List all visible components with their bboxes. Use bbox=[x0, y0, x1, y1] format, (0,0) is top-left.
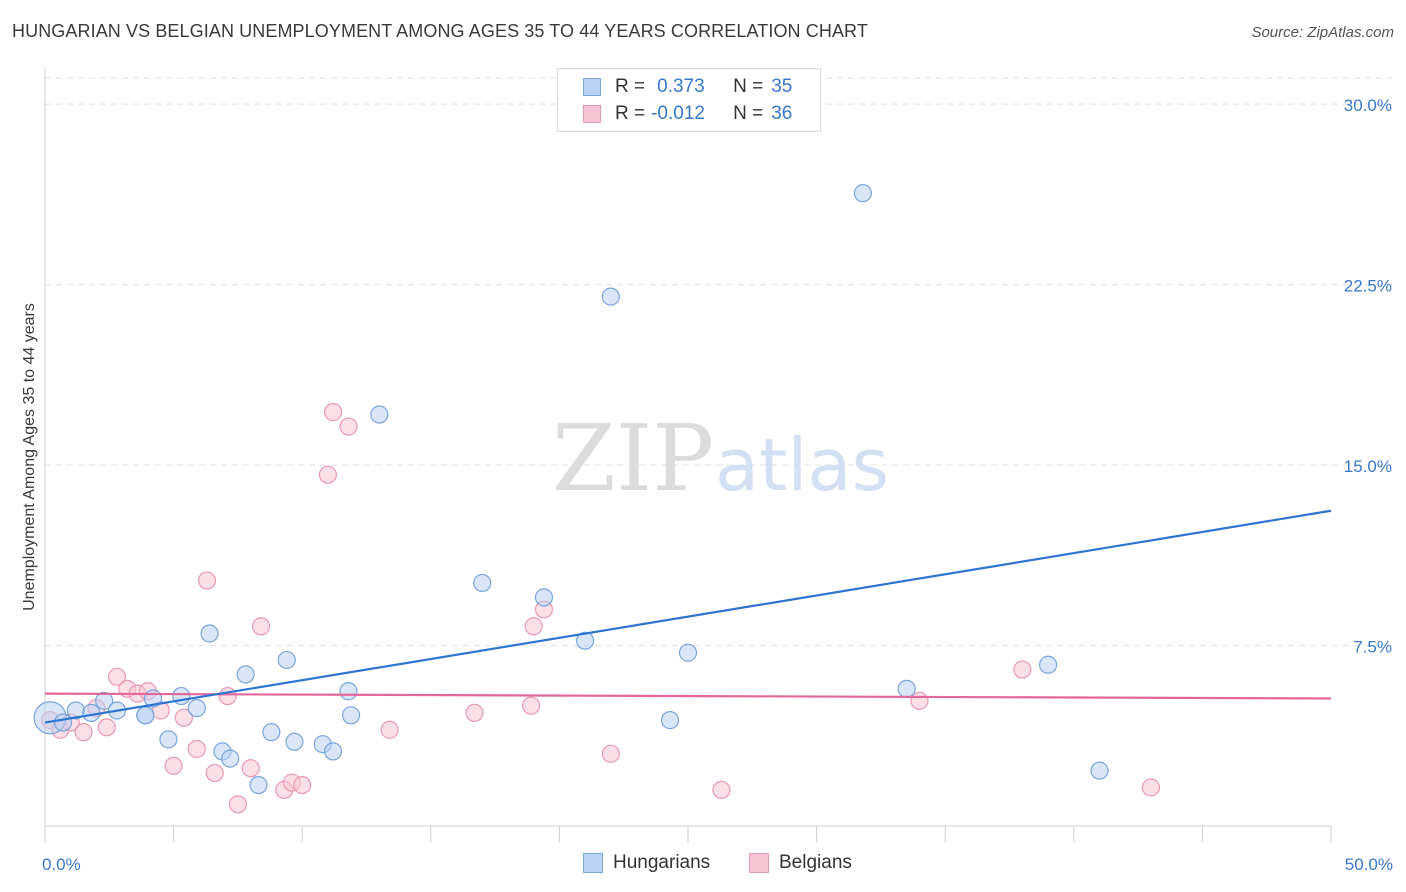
watermark: ZIP atlas bbox=[552, 405, 889, 512]
hungarians-point-7 bbox=[136, 706, 155, 725]
hungarians-n-value: 35 bbox=[771, 76, 793, 97]
hungarians-point-17 bbox=[262, 723, 281, 742]
chart-title: HUNGARIAN VS BELGIAN UNEMPLOYMENT AMONG … bbox=[12, 21, 868, 41]
source-label: Source: ZipAtlas.com bbox=[1251, 24, 1394, 41]
hungarians-swatch bbox=[583, 78, 601, 96]
belgians-point-16 bbox=[218, 686, 237, 706]
belgians-point-15 bbox=[205, 763, 224, 783]
hungarians-point-12 bbox=[200, 624, 219, 643]
belgians-point-24 bbox=[323, 403, 343, 422]
hungarians-point-11 bbox=[187, 698, 206, 718]
y-tick-label-3: 30.0% bbox=[1344, 96, 1392, 115]
watermark-atlas: atlas bbox=[715, 423, 889, 507]
belgians-point-14 bbox=[197, 571, 217, 590]
belgians-point-13 bbox=[187, 739, 206, 759]
hungarians-point-30 bbox=[678, 643, 698, 662]
belgians-swatch bbox=[583, 105, 601, 123]
hungarians-point-22 bbox=[339, 682, 358, 701]
belgians-point-3 bbox=[74, 723, 93, 742]
hungarians-r-label: R = bbox=[615, 76, 646, 97]
hungarians-point-9 bbox=[159, 730, 178, 749]
belgians-point-17 bbox=[228, 795, 247, 814]
belgians-point-27 bbox=[465, 703, 484, 723]
hungarians-point-1 bbox=[53, 713, 73, 732]
axes bbox=[44, 68, 1332, 842]
tick-labels: 7.5% 15.0% 22.5% 30.0% 0.0% 50.0% bbox=[42, 96, 1393, 874]
belgians-point-28 bbox=[522, 696, 541, 715]
belgians-point-6 bbox=[107, 667, 127, 686]
legend-row-belgians: R = -0.012 N = 36 bbox=[558, 101, 792, 127]
hungarians-point-33 bbox=[1038, 655, 1058, 674]
gridlines bbox=[45, 77, 1392, 647]
legend-item-belgians: Belgians bbox=[749, 852, 852, 874]
y-tick-label-0: 7.5% bbox=[1353, 638, 1392, 657]
hungarians-point-34 bbox=[1090, 761, 1109, 780]
x-tick-label-1: 50.0% bbox=[1345, 855, 1393, 874]
hungarians-point-21 bbox=[323, 742, 343, 761]
hungarians-point-31 bbox=[853, 184, 872, 203]
belgians-n-value: 36 bbox=[771, 103, 793, 124]
hungarians-point-19 bbox=[285, 732, 304, 751]
belgians-point-26 bbox=[380, 720, 399, 739]
belgians-point-12 bbox=[174, 708, 193, 727]
belgians-point-34 bbox=[1013, 660, 1032, 679]
hungarians-point-4 bbox=[95, 691, 114, 710]
hungarians-points bbox=[33, 184, 1109, 795]
hungarians-point-24 bbox=[370, 405, 389, 424]
belgians-point-25 bbox=[339, 417, 358, 436]
hungarians-point-15 bbox=[236, 665, 255, 684]
correlation-legend: R = 0.373 N = 35 R = -0.012 N = 36 bbox=[557, 68, 821, 132]
hungarians-point-18 bbox=[277, 650, 296, 670]
belgians-point-11 bbox=[164, 756, 183, 775]
belgians-point-23 bbox=[318, 465, 338, 484]
hungarians-point-23 bbox=[341, 706, 361, 725]
legend-hungarians-label: Hungarians bbox=[613, 852, 711, 873]
belgians-r-value: -0.012 bbox=[651, 103, 705, 124]
legend-item-hungarians: Hungarians bbox=[583, 852, 710, 874]
x-tick-label-0: 0.0% bbox=[42, 855, 81, 874]
hungarians-trend-line bbox=[44, 509, 1332, 724]
hungarians-r-value: 0.373 bbox=[657, 76, 705, 97]
series-legend: Hungarians Belgians bbox=[0, 852, 1406, 878]
belgians-point-31 bbox=[601, 744, 620, 763]
hungarians-point-27 bbox=[576, 631, 595, 650]
belgians-point-33 bbox=[910, 691, 929, 710]
belgians-point-18 bbox=[241, 759, 260, 778]
hungarians-point-25 bbox=[473, 573, 492, 593]
trend-lines bbox=[44, 509, 1332, 724]
belgians-point-5 bbox=[97, 718, 116, 737]
legend-belgians-label: Belgians bbox=[779, 852, 852, 873]
hungarians-point-28 bbox=[601, 287, 620, 306]
belgians-n-label: N = bbox=[733, 103, 764, 124]
legend-row-hungarians: R = 0.373 N = 35 bbox=[558, 74, 792, 100]
hungarians-point-32 bbox=[897, 679, 916, 698]
belgians-point-35 bbox=[1141, 778, 1161, 797]
legend-hungarians-swatch bbox=[583, 853, 603, 873]
hungarians-point-29 bbox=[660, 711, 680, 730]
belgians-point-29 bbox=[524, 617, 543, 636]
belgians-r-label: R = bbox=[615, 103, 646, 124]
legend-belgians-swatch bbox=[749, 853, 769, 873]
y-tick-label-2: 22.5% bbox=[1344, 277, 1392, 296]
belgians-trend-line bbox=[44, 692, 1332, 700]
hungarians-point-26 bbox=[534, 588, 554, 607]
y-tick-label-1: 15.0% bbox=[1344, 457, 1392, 476]
belgians-point-19 bbox=[251, 617, 271, 636]
hungarians-n-label: N = bbox=[733, 76, 764, 97]
hungarians-point-14 bbox=[221, 749, 240, 768]
belgians-point-22 bbox=[293, 775, 312, 795]
belgians-point-32 bbox=[712, 780, 731, 800]
hungarians-point-16 bbox=[249, 775, 268, 795]
watermark-zip: ZIP bbox=[552, 405, 714, 512]
